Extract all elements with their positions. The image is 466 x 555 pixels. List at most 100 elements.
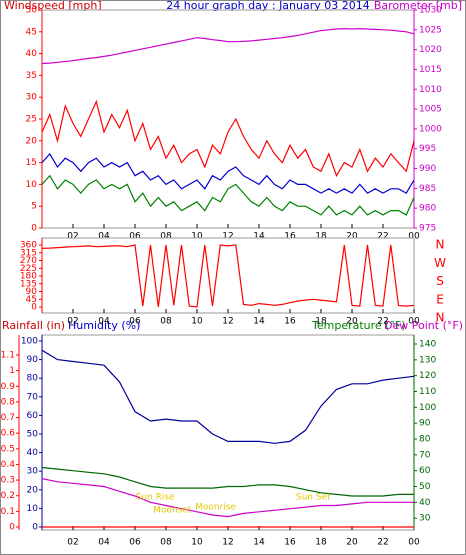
y-tick-label: 40 [27,448,39,458]
y-tick-label: 120 [419,371,436,381]
x-tick-label: 00 [408,538,420,548]
x-tick-label: 16 [284,538,296,548]
y-tick-label: 180 [20,272,37,282]
y-tick-label: 10 [26,180,38,190]
x-tick-label: 18 [315,538,327,548]
y-tick-label: 50 [26,6,38,16]
y-tick-label: 270 [20,256,37,266]
barometer-label: Barometer [mb] [374,0,462,12]
y-tick-label: 90 [26,287,38,297]
y-tick-label: 60 [27,411,39,421]
y-tick-label: 0.6 [1,429,16,439]
y-tick-label: 90 [419,419,431,429]
y-tick-label: 0.1 [1,507,15,517]
y-tick-label: 975 [419,224,436,234]
x-tick-label: 14 [253,538,265,548]
y-tick-label: 1020 [419,45,442,55]
series-line [41,349,415,444]
x-tick-label: 14 [253,317,265,327]
y-tick-label: 70 [27,392,39,402]
annotation: Sun Rise [136,493,175,503]
series-line [41,99,415,178]
y-tick-label: 0.3 [1,476,15,486]
y-tick-label: 1005 [419,105,442,115]
x-tick-label: 06 [129,232,141,242]
x-tick-label: 04 [98,538,110,548]
y-tick-label: 90 [27,355,39,365]
y-tick-label: 0.5 [1,444,15,454]
y-tick-label: 225 [20,264,37,274]
y-tick-label: 30 [419,514,431,524]
title: 24 hour graph day : January 03 2014 [166,0,370,12]
y-tick-label: 985 [419,184,436,194]
y-tick-label: 30 [26,93,38,103]
y-tick-label: 110 [419,387,436,397]
y-tick-label: N [436,238,445,252]
series-line [41,152,415,194]
x-tick-label: 02 [67,232,78,242]
x-tick-label: 20 [346,538,358,548]
x-tick-label: 04 [98,232,110,242]
x-tick-label: 12 [222,538,233,548]
y-tick-label: 360 [20,241,37,251]
y-tick-label: 0.4 [1,460,16,470]
x-tick-label: 20 [346,232,358,242]
x-tick-label: 12 [222,317,233,327]
y-tick-label: 80 [27,374,39,384]
y-tick-label: 0.2 [1,491,15,501]
temperature-label: Temperature (°F) [311,319,406,332]
x-tick-label: 00 [408,317,420,327]
y-tick-label: 315 [20,248,37,258]
series-line [41,27,415,65]
y-tick-label: 15 [26,158,37,168]
x-tick-label: 22 [377,232,388,242]
y-tick-label: 35 [26,71,37,81]
y-tick-label: 995 [419,144,436,154]
annotation: Moonrise [195,503,236,513]
y-tick-label: 0 [32,523,38,533]
y-tick-label: 40 [26,49,38,59]
y-tick-label: 980 [419,204,436,214]
x-tick-label: 10 [191,232,203,242]
y-tick-label: 0.7 [1,413,15,423]
x-tick-label: 22 [377,538,388,548]
y-tick-label: 20 [27,485,39,495]
y-tick-label: 80 [419,435,431,445]
y-tick-label: 70 [419,450,431,460]
x-tick-label: 02 [67,317,78,327]
x-tick-label: 12 [222,232,233,242]
y-tick-label: 0.9 [1,382,16,392]
x-tick-label: 08 [160,538,172,548]
x-tick-label: 10 [191,317,203,327]
y-tick-label: 50 [27,430,39,440]
y-tick-label: 1015 [419,65,442,75]
x-tick-label: 20 [346,317,358,327]
y-tick-label: 130 [419,355,436,365]
y-tick-label: 0 [9,523,15,533]
y-tick-label: 140 [419,340,436,350]
x-tick-label: 14 [253,232,265,242]
y-tick-label: 1 [9,366,15,376]
series-line [41,466,414,497]
x-tick-label: 16 [284,317,296,327]
y-tick-label: 5 [31,202,37,212]
y-tick-label: 20 [26,136,38,146]
rain-label: Rainfall (in) [2,319,65,332]
y-tick-label: W [434,256,446,270]
y-tick-label: 1010 [419,85,442,95]
y-tick-label: 135 [20,279,37,289]
humidity-label: Humidity (%) [68,319,140,332]
y-tick-label: 1.1 [1,351,15,361]
y-tick-label: 0.8 [1,397,16,407]
x-tick-label: 10 [191,538,203,548]
y-tick-label: 990 [419,164,436,174]
series-line [41,174,415,216]
y-tick-label: 0 [31,303,37,313]
y-tick-label: 1000 [419,124,442,134]
y-tick-label: 40 [419,498,431,508]
y-tick-label: 45 [26,295,37,305]
x-tick-label: 16 [284,232,296,242]
x-tick-label: 08 [160,317,172,327]
